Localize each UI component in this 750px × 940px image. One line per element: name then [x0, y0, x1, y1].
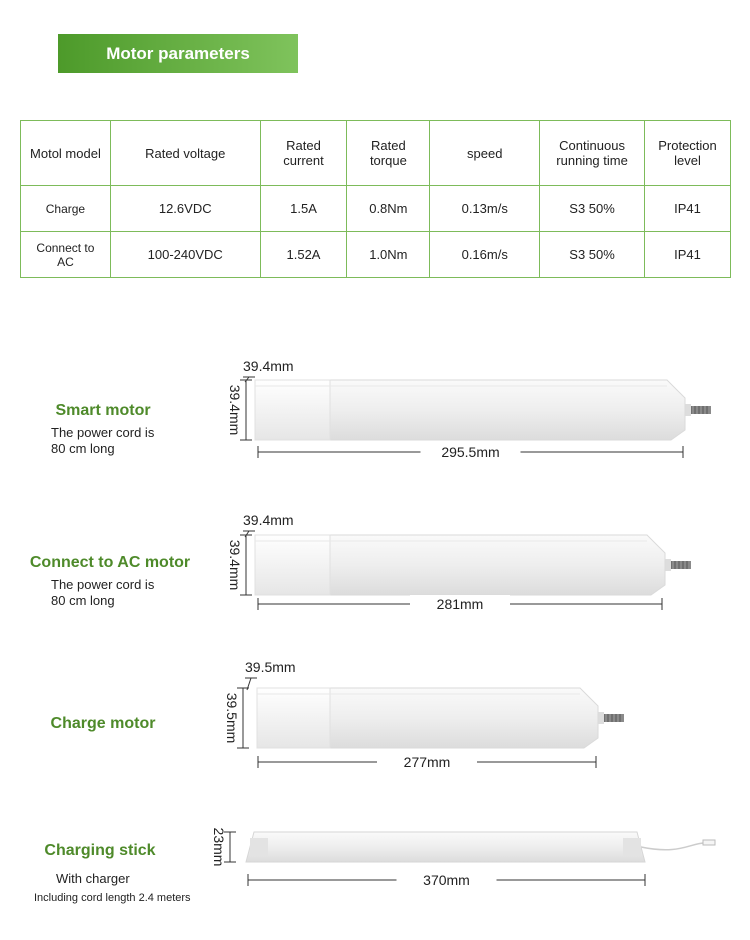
product-note: The power cord is — [51, 425, 155, 440]
table-cell: S3 50% — [539, 185, 646, 232]
table-cell: Connect to AC — [20, 231, 111, 278]
plug-base — [596, 712, 604, 724]
column-header: Motol model — [20, 120, 111, 186]
column-header: Rated torque — [346, 120, 431, 186]
column-header: Protection level — [644, 120, 731, 186]
product-name: Smart motor — [55, 402, 150, 419]
product-note: With charger — [56, 871, 130, 886]
cord-plug — [702, 839, 716, 846]
table-cell: 1.52A — [259, 231, 348, 278]
width-label: 39.4mm — [243, 358, 294, 374]
table-cell: 0.16m/s — [429, 231, 541, 278]
column-header: Rated voltage — [109, 120, 261, 186]
length-label: 281mm — [437, 596, 484, 612]
stick-end — [623, 838, 641, 856]
height-label: 39.4mm — [227, 385, 243, 436]
table-cell: S3 50% — [539, 231, 646, 278]
column-header: Continuous running time — [539, 120, 646, 186]
product-note: 80 cm long — [51, 593, 115, 608]
width-label: 39.5mm — [245, 659, 296, 675]
product-name: Connect to AC motor — [30, 554, 190, 571]
spec-table: Motol model Rated voltage Rated current Rat… — [20, 120, 731, 278]
table-cell: Charge — [20, 185, 111, 232]
motor-cap — [254, 379, 331, 441]
plug — [665, 561, 691, 569]
height-label: 23mm — [211, 828, 227, 867]
motor-cap — [256, 687, 331, 749]
plug — [685, 406, 711, 414]
table-row: Connect to AC 100-240VDC 1.52A 1.0Nm 0.16m/s… — [20, 231, 731, 278]
header-row: Motol model Rated voltage Rated current Rat… — [20, 120, 731, 186]
label-bg — [410, 595, 510, 613]
section-banner: Motor parameters — [58, 34, 298, 73]
table-row: Charge 12.6VDC 1.5A 0.8Nm 0.13m/s S3 50% IP41 — [20, 185, 731, 232]
product-name: Charge motor — [51, 715, 156, 732]
width-label: 39.4mm — [243, 512, 294, 528]
table-cell: 100-240VDC — [109, 231, 261, 278]
length-label: 370mm — [423, 872, 470, 888]
table-cell: 0.13m/s — [429, 185, 541, 232]
label-bg — [420, 443, 521, 461]
cord — [640, 842, 706, 851]
table-cell: 1.0Nm — [346, 231, 431, 278]
plug-base — [663, 559, 671, 571]
product-note: The power cord is — [51, 577, 155, 592]
label-bg — [396, 871, 497, 889]
plug — [598, 714, 624, 722]
stick-body — [245, 831, 646, 863]
stick-end — [250, 838, 268, 856]
product-note: 80 cm long — [51, 441, 115, 456]
label-bg — [377, 753, 477, 771]
motor-cap — [254, 534, 331, 596]
table-cell: IP41 — [644, 185, 731, 232]
product-name: Charging stick — [44, 842, 155, 859]
product-note: Including cord length 2.4 meters — [34, 892, 191, 904]
table-cell: 0.8Nm — [346, 185, 431, 232]
length-label: 295.5mm — [441, 444, 499, 460]
height-label: 39.4mm — [227, 540, 243, 591]
table-cell: IP41 — [644, 231, 731, 278]
length-label: 277mm — [404, 754, 451, 770]
table-body: Charge 12.6VDC 1.5A 0.8Nm 0.13m/s S3 50% IP41 C… — [20, 185, 731, 278]
plug-base — [683, 404, 691, 416]
column-header: Rated current — [259, 120, 348, 186]
column-header: speed — [429, 120, 541, 186]
table-cell: 12.6VDC — [109, 185, 261, 232]
height-label: 39.5mm — [224, 693, 240, 744]
table-cell: 1.5A — [259, 185, 348, 232]
